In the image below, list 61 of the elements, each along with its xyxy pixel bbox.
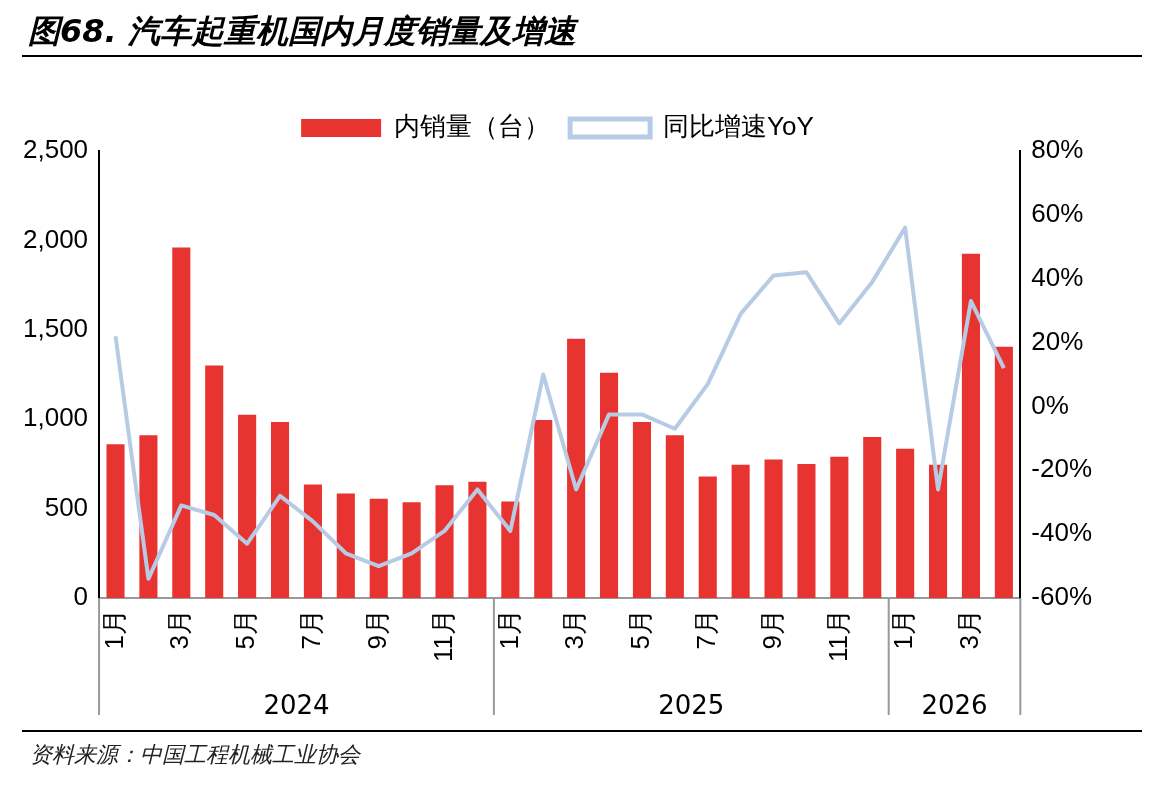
text: 2025 (658, 689, 725, 720)
y-tick-label: 0 (73, 581, 89, 612)
bar (929, 464, 948, 599)
bar (797, 463, 816, 599)
x-tick-label: 11月 (822, 609, 853, 663)
y2-tick-label: -60% (1031, 581, 1093, 612)
x-tick-label: 3月 (954, 609, 985, 650)
x-tick-label: 7月 (296, 609, 327, 650)
bar (468, 481, 487, 599)
bar (369, 498, 388, 599)
x-tick-label: 9月 (361, 609, 392, 650)
legend-label: 内销量（台） (394, 111, 551, 142)
bar (303, 484, 322, 599)
x-tick-label: 3月 (164, 609, 195, 650)
y-tick-label: 500 (44, 491, 89, 522)
bar (238, 414, 257, 599)
bar (501, 501, 520, 599)
legend-label: 同比增速YoY (663, 111, 814, 142)
bar (698, 476, 717, 599)
bar (270, 421, 290, 599)
y2-tick-label: 80% (1031, 134, 1084, 165)
text: 2026 (921, 689, 988, 720)
x-tick-label: 9月 (756, 609, 787, 650)
bar (336, 493, 355, 599)
bar (764, 459, 783, 599)
bar (402, 502, 421, 599)
bar (106, 444, 125, 599)
x-tick-label: 11月 (427, 609, 458, 663)
y2-tick-label: -40% (1031, 517, 1093, 548)
bar (567, 338, 586, 599)
text: 2024 (263, 689, 330, 720)
y-tick-label: 1,500 (22, 312, 89, 343)
bar (172, 247, 191, 599)
y2-tick-label: 0% (1031, 389, 1069, 420)
bar (632, 421, 651, 599)
x-tick-label: 1月 (493, 609, 524, 650)
bar (863, 437, 882, 599)
x-tick-label: 5月 (625, 609, 656, 650)
y2-tick-label: 40% (1031, 261, 1084, 292)
y2-tick-label: -20% (1031, 453, 1093, 484)
bar (994, 346, 1013, 599)
bar (731, 464, 750, 599)
bar (830, 456, 849, 599)
bar (896, 448, 915, 599)
bar (205, 365, 224, 599)
x-tick-label: 7月 (690, 609, 721, 650)
y-tick-label: 2,500 (22, 134, 89, 165)
y-tick-label: 1,000 (22, 402, 89, 433)
y2-tick-label: 60% (1031, 198, 1084, 229)
bar (961, 253, 980, 599)
bar (534, 420, 553, 599)
bar (435, 485, 454, 599)
bar (665, 435, 684, 599)
text: 资料来源：中国工程机械工业协会 (30, 741, 360, 769)
x-tick-label: 1月 (98, 609, 129, 650)
bar (599, 372, 619, 599)
x-tick-label: 5月 (230, 609, 261, 650)
x-tick-label: 3月 (559, 609, 590, 650)
y-tick-label: 2,000 (22, 223, 89, 254)
y2-tick-label: 20% (1031, 325, 1084, 356)
x-tick-label: 1月 (888, 609, 919, 650)
